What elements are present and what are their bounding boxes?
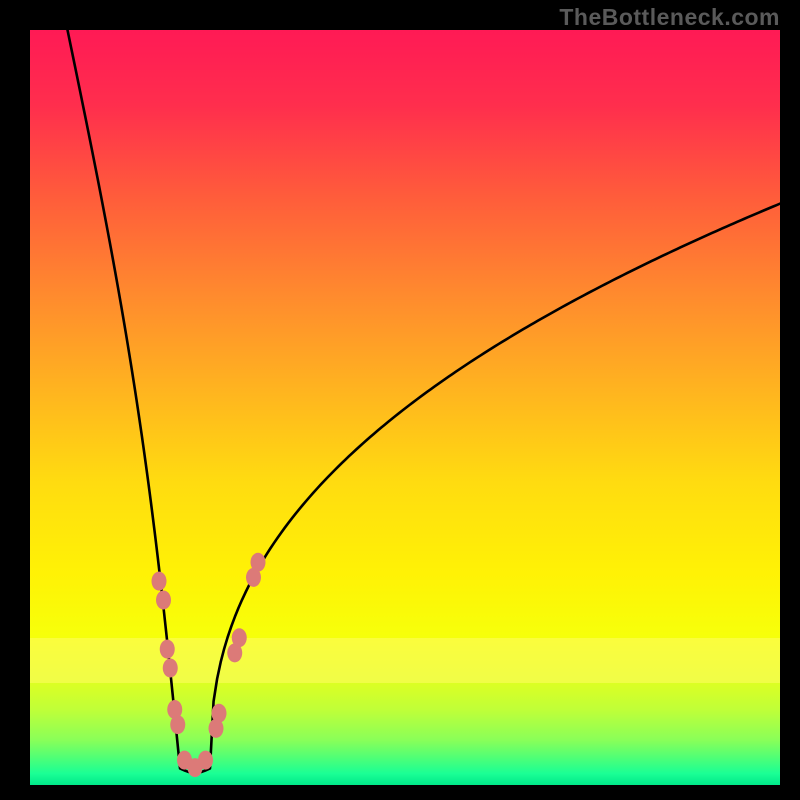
data-marker [251,553,266,572]
data-marker [198,751,213,770]
data-marker [232,628,247,647]
data-marker [152,572,167,591]
plot-area [30,30,780,785]
chart-stage: TheBottleneck.com [0,0,800,800]
data-marker [170,715,185,734]
data-marker [163,658,178,677]
markers-layer [30,30,780,785]
data-marker [156,591,171,610]
data-marker [212,704,227,723]
data-marker [160,640,175,659]
watermark-text: TheBottleneck.com [559,4,780,31]
